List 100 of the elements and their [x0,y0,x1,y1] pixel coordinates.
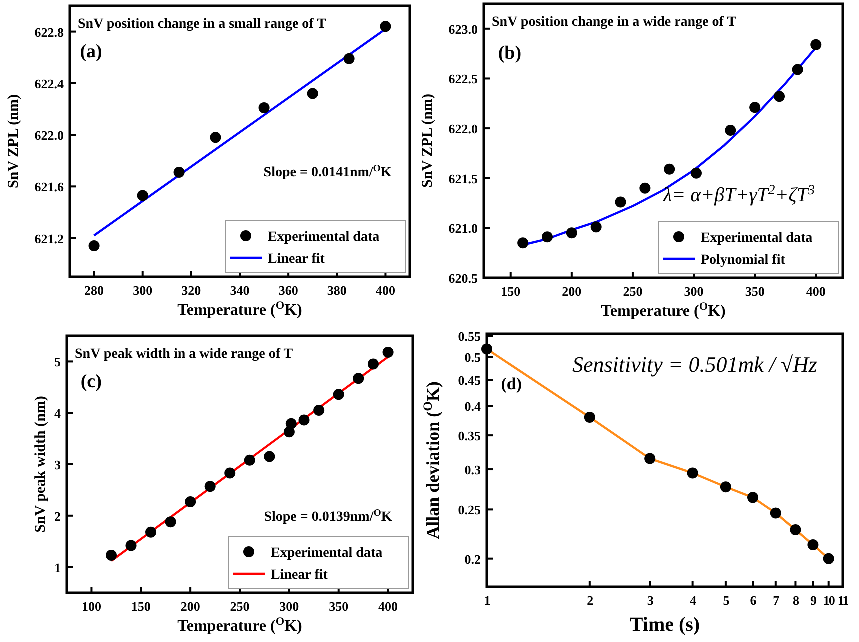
point [368,358,379,370]
y-tick-label: 621.6 [34,180,64,195]
x-tick-label: 200 [180,599,200,614]
y-tick-label: 0.4 [464,399,482,414]
y-axis-title: SnV ZPL (nm) [6,94,22,188]
x-tick-label: 150 [501,284,521,299]
point [210,132,222,144]
y-tick-label: 0.3 [464,462,482,478]
x-tick-label: 5 [723,593,730,608]
x-axis-title: Temperature ($^{O}$K) [178,300,302,319]
point [750,102,761,114]
legend-label: Linear fit [271,568,328,583]
legend-label: Experimental data [268,230,380,245]
x-tick-label: 320 [182,283,202,298]
x-tick-label: 300 [280,599,300,614]
y-tick-label: 621.5 [448,171,478,186]
x-tick-label: 2 [587,593,594,608]
y-tick-label: 4 [54,406,62,422]
point [264,451,276,462]
point [258,102,270,114]
y-tick-label: 622.4 [34,76,64,92]
point [615,196,626,208]
y-tick-label: 0.5 [464,350,482,365]
point [774,91,786,102]
point [690,168,702,179]
x-tick-label: 250 [230,599,250,614]
point [542,232,553,243]
y-tick-label: 621.0 [448,221,478,236]
x-tick-label: 7 [773,593,780,608]
text: SnV position change in a wide range of T [492,15,738,30]
point [333,389,344,400]
x-tick-label: 380 [327,283,347,298]
point [590,222,602,233]
y-tick-label: 622.8 [34,24,64,40]
point [126,540,137,552]
x-tick-label: 3 [647,593,654,608]
point [518,238,529,249]
annotation: Slope = 0.0139nm/$^{O}$K [264,508,392,526]
annotation: (b) [498,42,522,64]
x-tick-label: 150 [131,599,151,614]
y-axis-title: SnV peak width (nm) [33,396,49,533]
y-tick-label: 622.5 [448,72,478,87]
point [204,481,216,492]
annotation: (a) [80,41,102,62]
y-tick-label: 3 [54,458,62,472]
point [88,240,100,252]
x-tick-label: 6 [750,593,758,608]
y-tick-label: 2 [54,508,61,524]
y-tick-label: 5 [54,354,62,370]
point [174,166,185,178]
point [185,496,196,508]
point [380,21,392,32]
x-tick-label: 400 [376,283,396,298]
y-tick-label: 621.2 [34,231,64,246]
x-tick-label: 11 [838,593,849,608]
x-axis-title: Temperature ($^{O}$K) [601,301,726,320]
x-tick-label: 360 [278,283,298,298]
legend-label: Polynomial fit [701,253,786,268]
text: SnV position change in a small range of T [78,17,328,32]
point [165,516,176,528]
x-tick-label: 300 [133,283,153,298]
legend-label: Linear fit [268,252,326,267]
legend-label: Experimental data [701,231,813,246]
annotation: (c) [80,371,102,392]
y-axis-title: SnV ZPL (nm) [420,94,436,188]
y-tick-label: 622.0 [448,122,478,137]
annotation: (d) [501,374,522,394]
legend-label: Experimental data [271,546,383,561]
y-tick-label: 0.25 [458,502,482,518]
x-tick-label: 300 [684,284,704,299]
x-tick-label: 10 [823,593,835,608]
point [224,468,236,479]
y-tick-label: 1 [54,560,61,576]
point [664,164,676,175]
point [137,190,148,202]
point [810,39,822,50]
point [106,550,117,561]
x-tick-label: 250 [623,284,643,299]
x-tick-label: 9 [810,593,818,608]
x-axis-title: Temperature ($^{O}$K) [178,616,302,635]
x-tick-label: 280 [84,283,104,298]
y-tick-label: 0.2 [464,552,481,567]
x-tick-label: 340 [230,283,250,298]
x-tick-label: 8 [792,593,800,608]
text: SnV peak width in a wide range of T [75,347,294,362]
annotation: Slope = 0.0141nm/$^{O}$K [264,163,392,181]
point [792,64,804,76]
x-tick-label: 400 [806,284,826,299]
point [566,228,578,239]
x-tick-label: 350 [745,284,765,299]
x-tick-label: 100 [82,599,102,614]
y-tick-label: 622.0 [34,128,64,144]
y-tick-label: 0.35 [458,428,482,444]
point [314,405,325,416]
point [725,125,736,136]
x-tick-label: 4 [690,593,698,608]
annotation: λ= α+βT+γT$^{2}$+ζT$^{3}$ [662,182,815,206]
point [353,373,364,384]
y-tick-label: 0.45 [458,373,482,388]
x-tick-label: 200 [562,284,582,299]
